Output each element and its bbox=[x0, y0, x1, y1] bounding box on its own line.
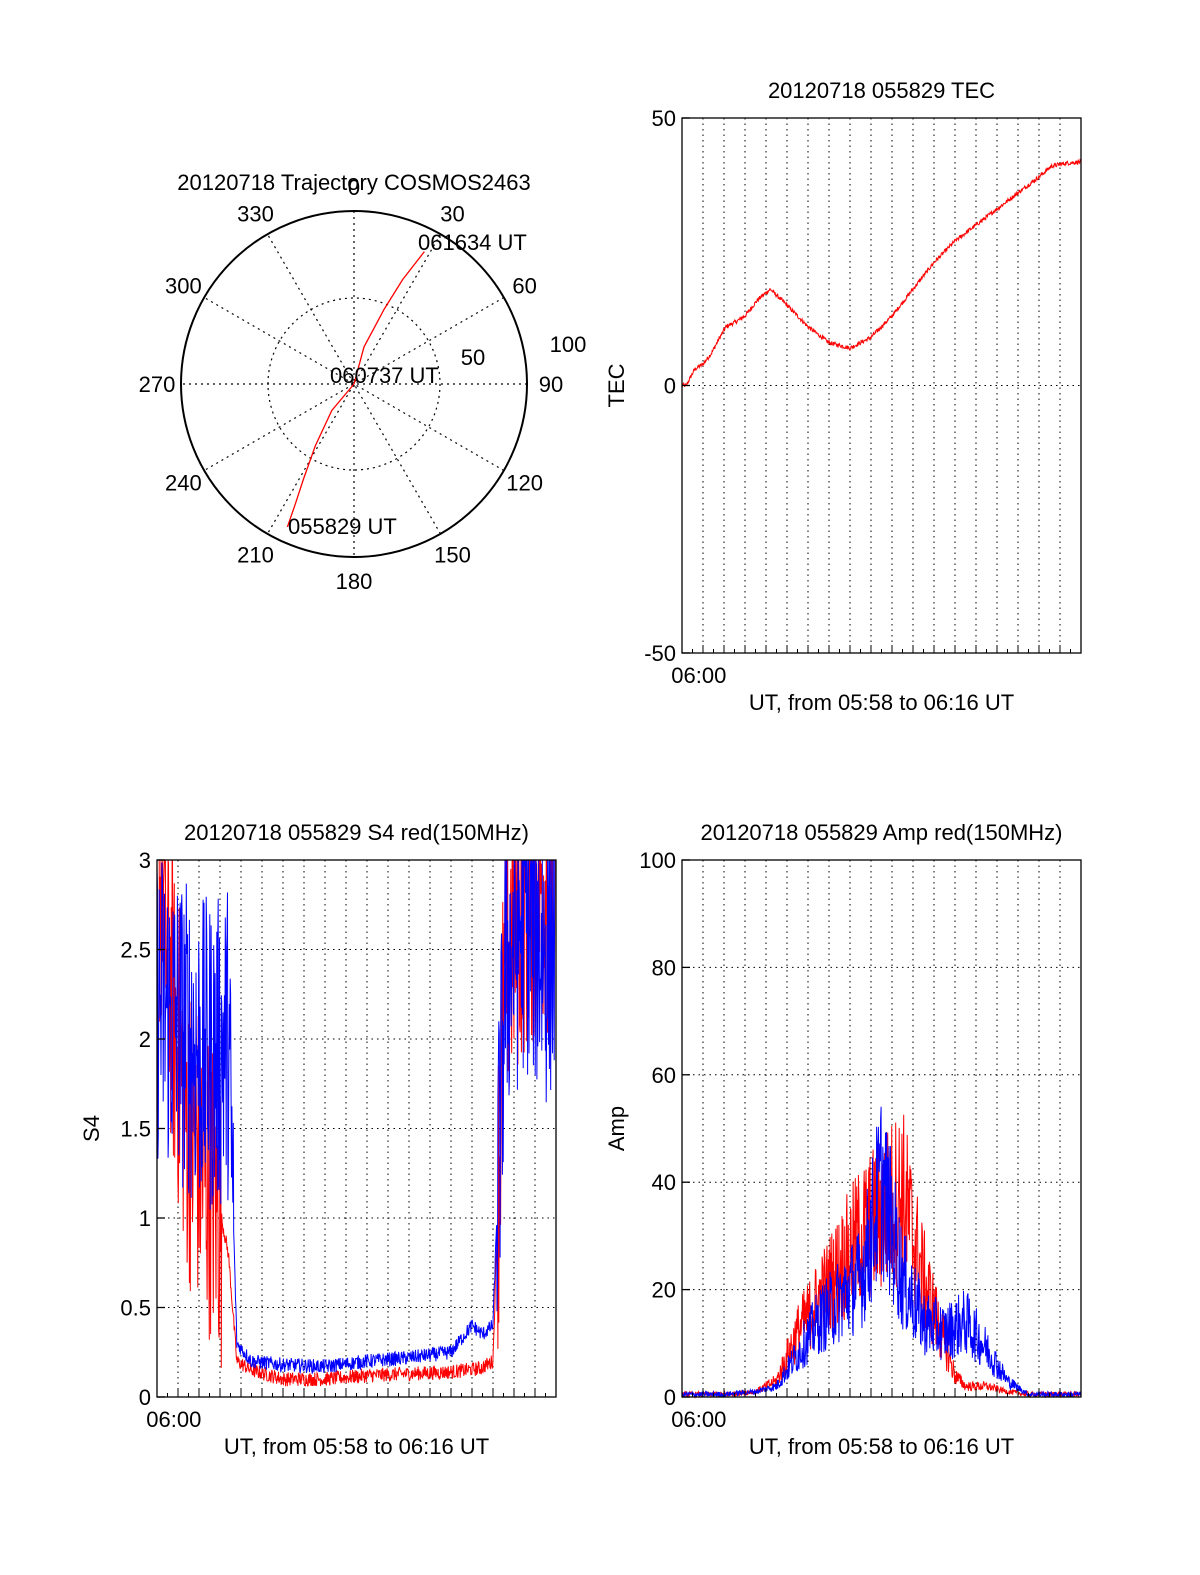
y-tick-label: 50 bbox=[652, 106, 676, 131]
y-tick-label: -50 bbox=[644, 641, 676, 666]
y-tick-label: 0 bbox=[664, 374, 676, 399]
y-tick-label: 0 bbox=[139, 1385, 151, 1410]
polar-spoke-150 bbox=[266, 233, 442, 535]
polar-azimuth-label: 0 bbox=[348, 175, 360, 200]
y-tick-label: 1.5 bbox=[120, 1117, 151, 1142]
polar-azimuth-label: 300 bbox=[165, 274, 202, 299]
polar-azimuth-label: 60 bbox=[512, 274, 536, 299]
polar-azimuth-label: 180 bbox=[336, 569, 373, 594]
polar-annotation-zenith: 060737 UT bbox=[330, 363, 439, 388]
y-tick-label: 20 bbox=[652, 1278, 676, 1303]
x-tick-label: 06:00 bbox=[671, 1407, 726, 1432]
polar-annotation-start: 055829 UT bbox=[288, 514, 397, 539]
y-tick-label: 3 bbox=[139, 848, 151, 873]
y-tick-label: 100 bbox=[639, 848, 676, 873]
polar-azimuth-label: 150 bbox=[434, 543, 471, 568]
y-tick-label: 0.5 bbox=[120, 1296, 151, 1321]
polar-trajectory-line bbox=[286, 251, 425, 528]
s4-title: 20120718 055829 S4 red(150MHz) bbox=[184, 820, 529, 845]
polar-spokes bbox=[181, 211, 527, 557]
polar-annotation-end: 061634 UT bbox=[418, 230, 527, 255]
y-tick-label: 2 bbox=[139, 1027, 151, 1052]
y-tick-label: 1 bbox=[139, 1206, 151, 1231]
amp-xlabel: UT, from 05:58 to 06:16 UT bbox=[749, 1434, 1014, 1459]
polar-azimuth-label: 30 bbox=[440, 201, 464, 226]
polar-radial-label-100: 100 bbox=[550, 332, 587, 357]
y-tick-label: 80 bbox=[652, 955, 676, 980]
amp-title: 20120718 055829 Amp red(150MHz) bbox=[700, 820, 1062, 845]
polar-inner-ring bbox=[267, 297, 441, 471]
series-line-blue bbox=[156, 859, 556, 1375]
y-tick-label: 0 bbox=[664, 1385, 676, 1410]
y-tick-label: 60 bbox=[652, 1063, 676, 1088]
y-tick-label: 2.5 bbox=[120, 938, 151, 963]
polar-azimuth-label: 120 bbox=[506, 471, 543, 496]
series-line-red bbox=[681, 158, 1082, 388]
polar-azimuth-label: 210 bbox=[237, 543, 274, 568]
series-line-red bbox=[157, 859, 557, 1387]
polar-azimuth-label: 240 bbox=[165, 471, 202, 496]
series-line-blue bbox=[681, 1106, 1082, 1399]
polar-azimuth-label: 90 bbox=[539, 372, 563, 397]
polar-azimuth-label: 270 bbox=[139, 372, 176, 397]
polar-radial-label-50: 50 bbox=[461, 345, 485, 370]
y-tick-label: 40 bbox=[652, 1170, 676, 1195]
tec-title: 20120718 055829 TEC bbox=[768, 78, 995, 103]
polar-title: 20120718 Trajectory COSMOS2463 bbox=[177, 170, 530, 195]
tec-chart: 20120718 055829 TEC TEC UT, from 05:58 t… bbox=[604, 78, 1082, 715]
amp-ylabel: Amp bbox=[604, 1106, 629, 1151]
x-tick-label: 06:00 bbox=[671, 663, 726, 688]
polar-spoke-30 bbox=[266, 233, 442, 535]
s4-ylabel: S4 bbox=[79, 1115, 104, 1142]
x-tick-label: 06:00 bbox=[146, 1407, 201, 1432]
polar-azimuth-labels: 0 30 60 90 120 150 180 210 240 270 300 330 bbox=[139, 175, 564, 594]
s4-xlabel: UT, from 05:58 to 06:16 UT bbox=[224, 1434, 489, 1459]
amp-chart: 20120718 055829 Amp red(150MHz) Amp UT, … bbox=[604, 820, 1082, 1459]
polar-spoke-120 bbox=[203, 296, 505, 472]
polar-azimuth-label: 330 bbox=[237, 201, 274, 226]
polar-spoke-60 bbox=[203, 296, 505, 472]
s4-chart: 20120718 055829 S4 red(150MHz) S4 UT, fr… bbox=[79, 820, 557, 1459]
tec-xlabel: UT, from 05:58 to 06:16 UT bbox=[749, 690, 1014, 715]
polar-trajectory-chart: 20120718 Trajectory COSMOS2463 0 30 60 90 12… bbox=[139, 170, 587, 594]
tec-ylabel: TEC bbox=[604, 363, 629, 407]
